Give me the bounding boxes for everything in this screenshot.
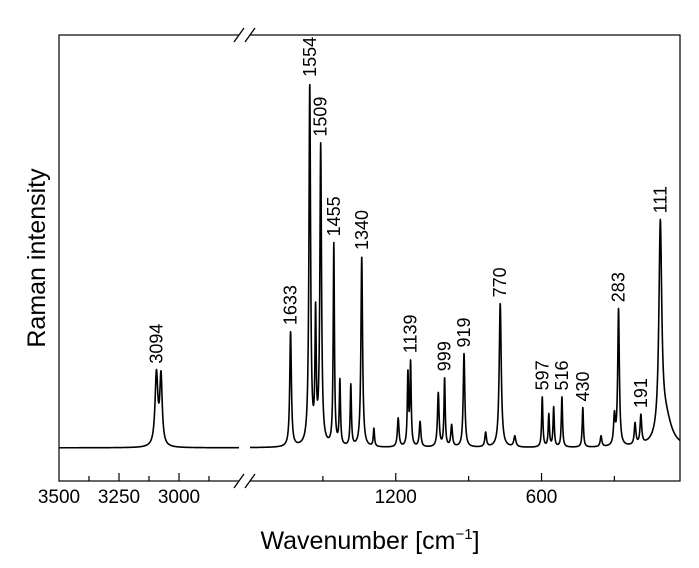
x-axis-title: Wavenumber [cm−1] — [260, 526, 479, 555]
x-tick-label: 1200 — [375, 487, 417, 508]
axis-break-slash — [233, 27, 245, 43]
axis-break-gap-bottom — [239, 479, 250, 483]
peak-label: 3094 — [146, 324, 166, 364]
peak-label: 191 — [631, 378, 651, 408]
peak-label: 1340 — [352, 210, 372, 250]
x-tick-label: 3500 — [38, 487, 80, 508]
peak-label: 430 — [573, 371, 593, 401]
x-axis-title-close: ] — [473, 527, 480, 555]
axis-break-slash — [244, 473, 256, 489]
x-axis-title-exponent: −1 — [455, 526, 472, 543]
peak-label: 919 — [454, 317, 474, 347]
x-tick-label: 600 — [526, 487, 558, 508]
x-tick-label: 3250 — [98, 487, 140, 508]
peak-label: 1455 — [324, 196, 344, 236]
axis-break-gap-top — [239, 33, 250, 37]
peak-label: 283 — [609, 272, 629, 302]
axis-break-marks — [233, 27, 256, 489]
peak-label: 111 — [650, 186, 670, 213]
spectrum-line-segment-2 — [249, 83, 681, 449]
plot-frame — [58, 34, 681, 482]
peak-label: 770 — [490, 267, 510, 297]
peak-label: 1509 — [311, 97, 331, 137]
peak-label: 597 — [532, 360, 552, 390]
peak-label: 999 — [435, 341, 455, 371]
spectrum-line-segment-1 — [58, 368, 240, 449]
axis-break-slash — [233, 473, 245, 489]
y-axis-title: Raman intensity — [23, 168, 51, 348]
peak-label: 516 — [552, 360, 572, 390]
axis-break-slash — [244, 27, 256, 43]
x-axis-title-main: Wavenumber [cm — [260, 527, 455, 555]
peak-label: 1554 — [300, 37, 320, 77]
x-tick-label: 3000 — [158, 487, 200, 508]
peak-label: 1139 — [401, 314, 421, 353]
peak-label: 1633 — [281, 285, 301, 325]
spectrum-layer — [58, 83, 681, 449]
axis-ticks: 3500 3250 3000 1200 600 — [38, 473, 616, 508]
